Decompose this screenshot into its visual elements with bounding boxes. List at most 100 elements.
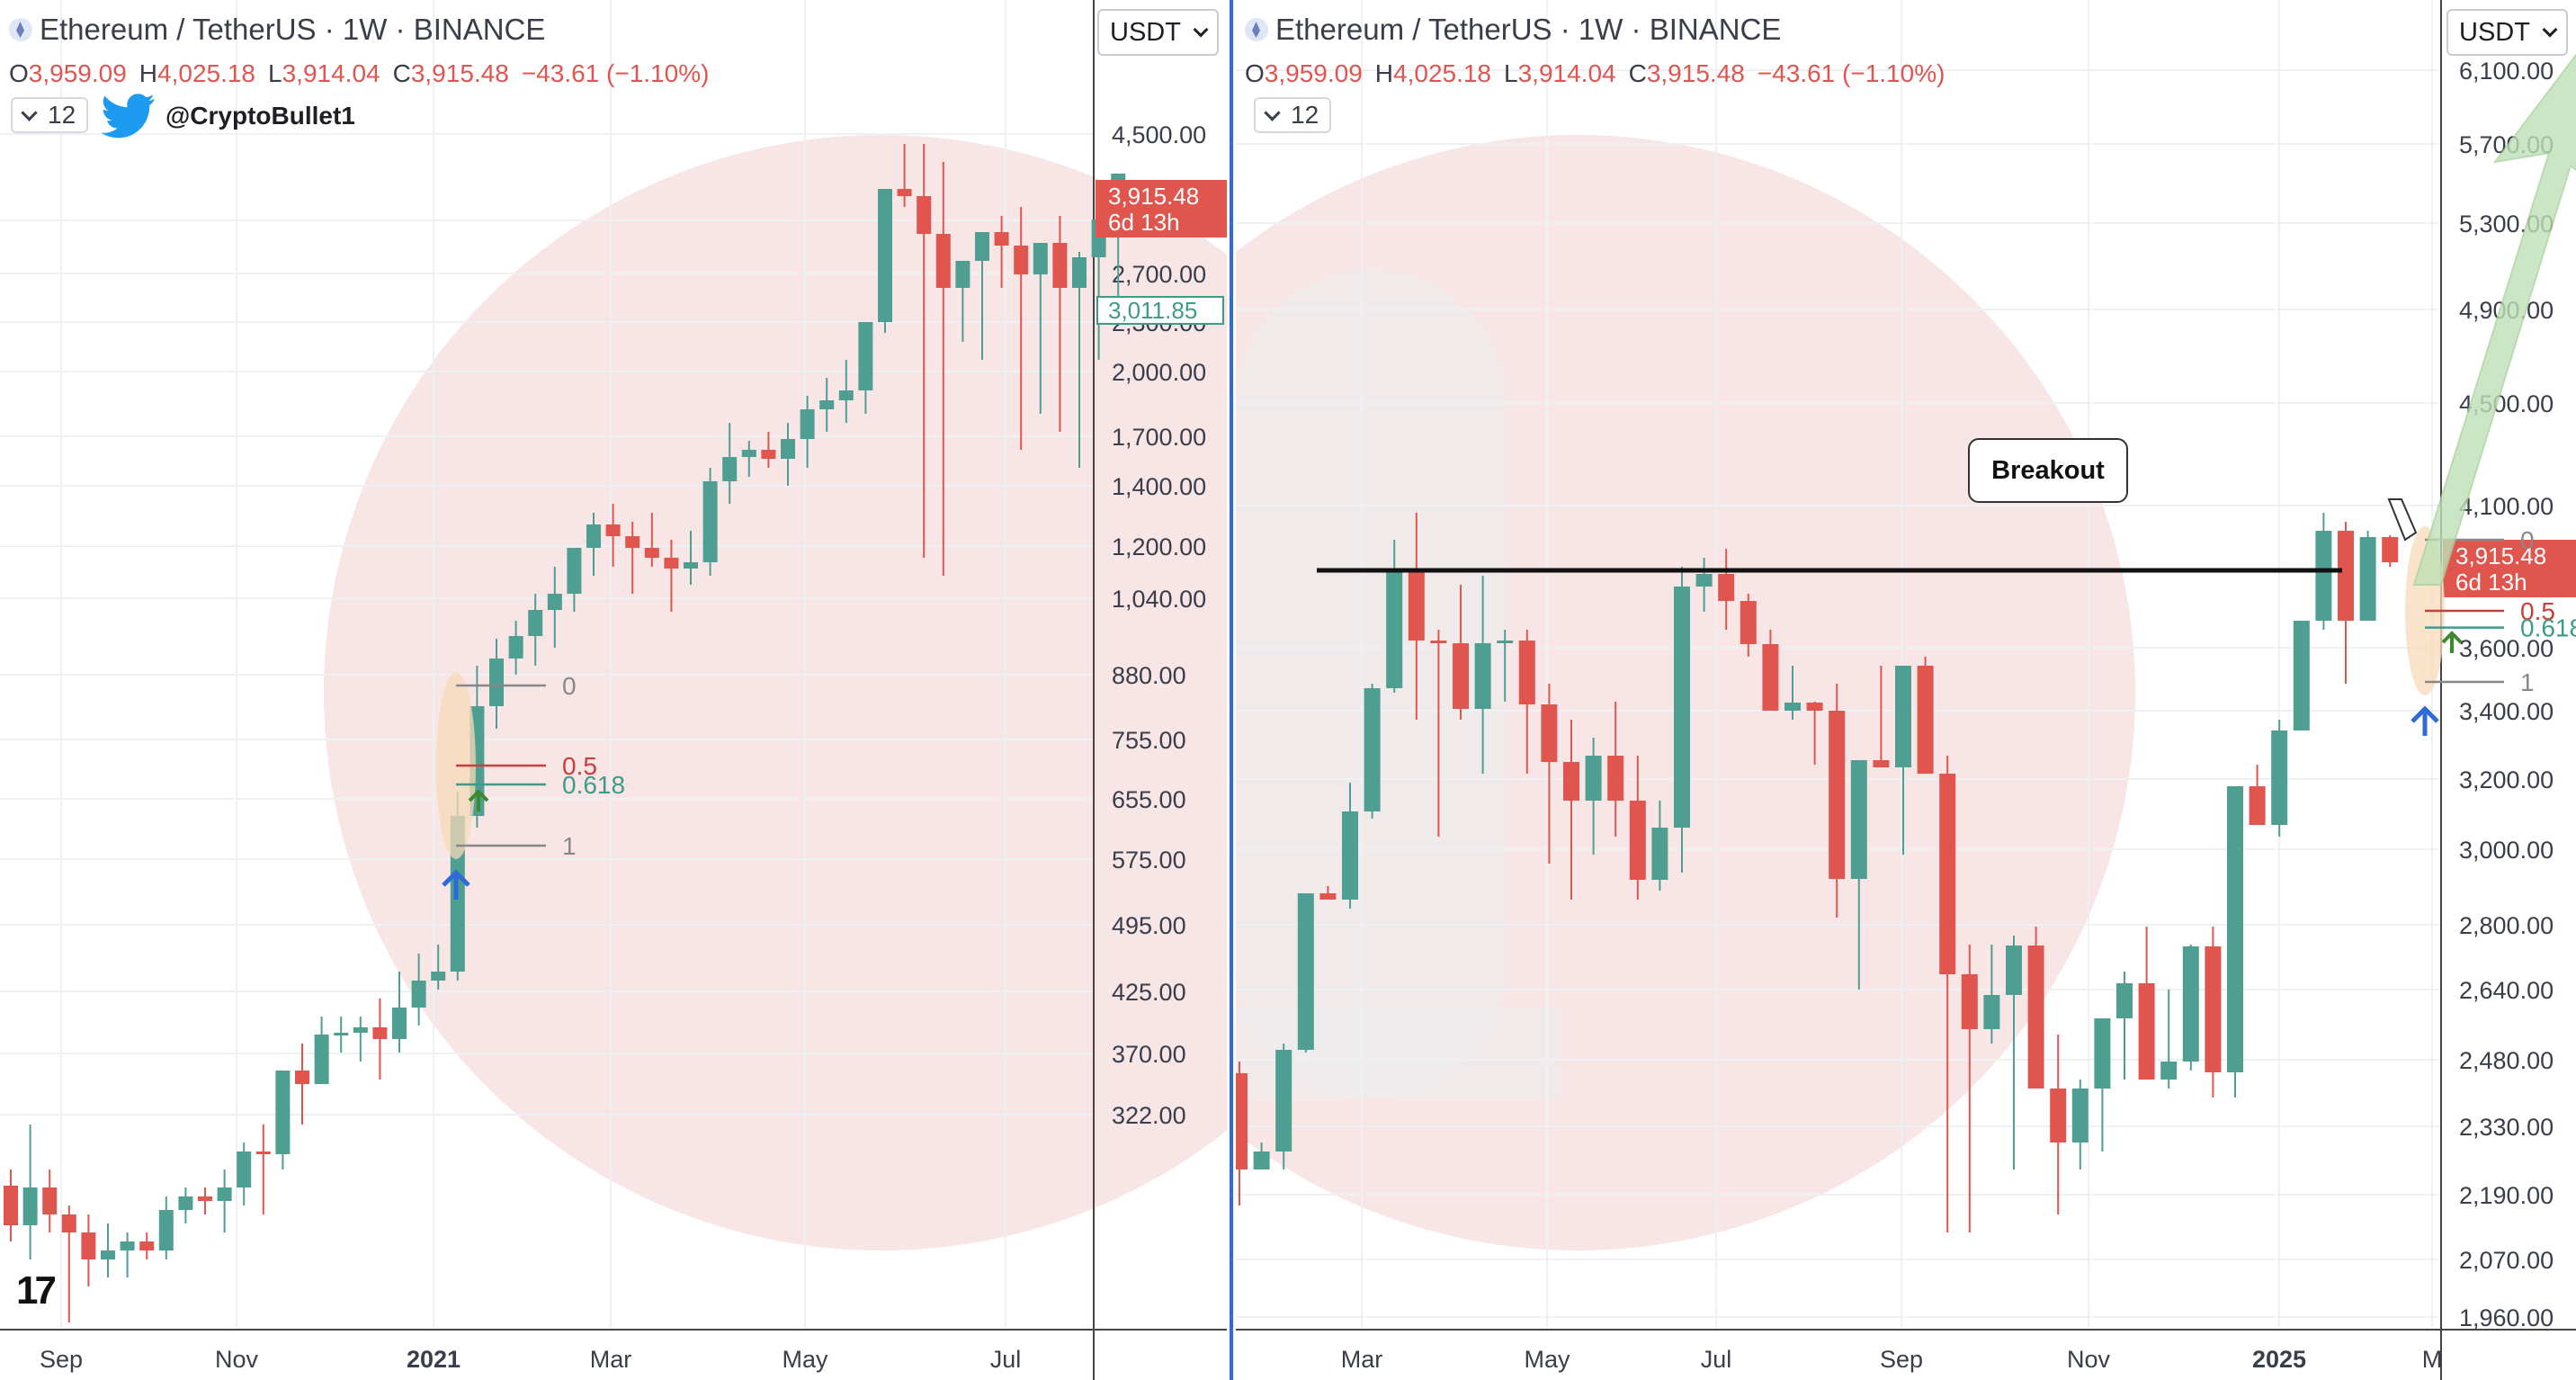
right-symbol-title[interactable]: Ethereum / TetherUS · 1W · BINANCE [1245,13,1781,47]
candle-body [1253,1151,1270,1169]
candle-body [1651,828,1668,880]
candle-body [334,1033,349,1035]
ethereum-icon [9,18,32,41]
fib-level-label: 0.5 [2520,597,2555,625]
candle-body [275,1071,291,1154]
price-tick-label: 3,000.00 [2459,837,2554,864]
candle-body [2359,537,2376,621]
price-tick-label: 495.00 [1112,912,1186,939]
candle-body [975,232,989,261]
price-tick-label: 2,480.00 [2459,1047,2554,1074]
last-price-value: 3,915.48 [1108,183,1199,210]
last-price-badge [1096,180,1227,237]
candle-body [1408,569,1425,641]
candle-body [994,232,1009,246]
currency-label: USDT [1110,17,1181,47]
time-tick-label: Nov [2067,1346,2111,1373]
left-chart-panel[interactable]: 4,500.003,300.002,700.002,300.002,000.00… [0,0,1227,1380]
last-price-countdown: 6d 13h [2455,569,2527,596]
candle-body [878,189,892,322]
candle-body [1873,760,1890,767]
candle-body [2138,983,2155,1080]
candle-body [1629,801,1646,880]
candle-body [1784,703,1801,711]
candle-body [1740,601,1757,644]
secondary-price-badge [1096,296,1224,325]
callout-pointer [2387,498,2418,542]
blue-up-arrow-icon [442,869,470,900]
left-chart-canvas[interactable]: 4,500.003,300.002,700.002,300.002,000.00… [0,0,1227,1380]
candle-body [4,1186,18,1225]
indicator-count: 12 [1291,101,1319,129]
candle-body [741,450,756,457]
candle-body [2182,946,2199,1062]
candle-body [198,1196,212,1201]
price-tick-label: 6,100.00 [2459,58,2554,85]
candle-body [1386,569,1403,688]
candle-body [295,1071,309,1084]
candle-body [1052,243,1068,288]
candle-body [800,409,815,439]
candle-body [431,972,446,981]
candle-body [1939,774,1956,974]
candle-body [1674,587,1690,828]
chart-divider[interactable] [1227,0,1236,1380]
right-chart-panel[interactable]: 6,100.005,700.005,300.004,900.004,500.00… [1236,0,2576,1380]
right-currency-select[interactable]: USDT [2446,9,2568,56]
time-tick-label: Mar [590,1346,632,1373]
high-value: 4,025.18 [157,59,256,87]
candle-body [1961,974,1978,1029]
price-tick-label: 4,100.00 [2459,493,2554,520]
price-tick-label: 1,200.00 [1112,533,1206,560]
time-tick-label: May [1524,1346,1570,1373]
fib-level-label: 1 [562,832,577,860]
left-currency-select[interactable]: USDT [1097,9,1219,56]
candle-body [1342,811,1358,900]
fib-level-label: 0.618 [2520,614,2576,642]
green-up-arrow-icon [2441,631,2463,653]
right-chart-canvas[interactable]: 6,100.005,700.005,300.004,900.004,500.00… [1236,0,2576,1380]
candle-body [1364,688,1381,811]
candle-body [1072,257,1087,288]
right-indicators-toggle[interactable]: 12 [1254,97,1332,133]
candle-body [586,524,601,548]
price-tick-label: 322.00 [1112,1102,1186,1129]
left-title-text: Ethereum / TetherUS · 1W · BINANCE [40,13,546,46]
candle-body [644,548,659,558]
twitter-watermark: @CryptoBullet1 [101,94,355,139]
divider-line [1230,0,1233,1380]
candle-body [1983,995,2000,1029]
price-tick-label: 2,000.00 [1112,359,1206,386]
price-tick-label: 880.00 [1112,662,1186,689]
price-tick-label: 2,070.00 [2459,1247,2554,1274]
candle-body [1014,246,1029,274]
candle-body [761,450,776,459]
candle-body [567,548,582,594]
price-tick-label: 575.00 [1112,847,1186,874]
candle-body [1033,243,1048,274]
candle-body [2205,946,2222,1072]
left-indicators-toggle[interactable]: 12 [11,97,89,133]
left-symbol-title[interactable]: Ethereum / TetherUS · 1W · BINANCE [9,13,545,47]
price-tick-label: 2,640.00 [2459,977,2554,1004]
high-value: 4,025.18 [1393,59,1492,87]
candle-body [1762,644,1779,711]
time-tick-label: Nov [215,1346,259,1373]
candle-body [314,1035,329,1084]
ethereum-icon [1245,18,1268,41]
chevron-down-icon [21,103,38,121]
candle-body [217,1187,232,1201]
candle-body [2227,786,2243,1072]
candle-body [2116,983,2133,1018]
breakout-callout: Breakout [1968,438,2128,503]
candle-body [1297,893,1314,1050]
change-value: −43.61 (−1.10%) [1757,59,1945,87]
twitter-handle: @CryptoBullet1 [165,102,355,130]
time-tick-label: May [782,1346,828,1373]
candle-body [508,636,523,659]
price-tick-label: 2,330.00 [2459,1114,2554,1141]
price-tick-label: 2,700.00 [1112,261,1206,288]
low-value: 3,914.04 [1517,59,1616,87]
candle-body [1829,711,1846,879]
last-price-badge [2443,540,2576,597]
